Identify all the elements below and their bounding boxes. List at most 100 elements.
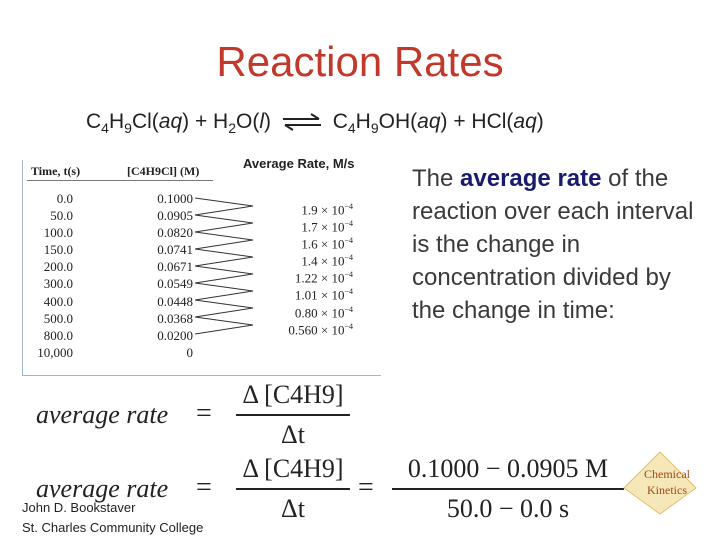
- formula-lhs: average rate: [36, 474, 169, 503]
- conc-cell: 0.0200: [157, 327, 193, 343]
- time-column: 0.0 50.0 100.0 150.0 200.0 300.0 400.0 5…: [33, 190, 73, 361]
- fraction-bar: [236, 414, 350, 416]
- time-cell: 150.0: [43, 242, 73, 258]
- eq-paren: ): [264, 110, 272, 133]
- explanation-bold: average rate: [460, 165, 602, 192]
- time-cell: 200.0: [43, 259, 73, 275]
- eq-sub: 2: [228, 120, 237, 137]
- rate-cell: 0.80 × 10−4: [253, 301, 353, 320]
- conc-cell: 0.0820: [157, 225, 193, 241]
- rate-mantissa: 1.9 × 10: [301, 202, 345, 218]
- college-credit: St. Charles Community College: [22, 520, 204, 535]
- rate-column: 1.9 × 10−4 1.7 × 10−4 1.6 × 10−4 1.4 × 1…: [253, 198, 353, 337]
- formula-lhs: average rate: [36, 400, 169, 429]
- logo-text: Chemical Kinetics: [634, 466, 700, 506]
- author-credit: John D. Bookstaver: [22, 500, 136, 515]
- time-cell: 100.0: [43, 225, 73, 241]
- rate-cell: 1.6 × 10−4: [253, 232, 353, 252]
- rate-mantissa: 1.7 × 10: [301, 219, 345, 235]
- time-cell: 500.0: [43, 310, 73, 326]
- interval-arrows-icon: [194, 197, 254, 335]
- eq-sub: 4: [347, 120, 356, 137]
- eq-hcl: ) + HCl(: [440, 110, 514, 133]
- rate-mantissa: 1.6 × 10: [301, 236, 345, 252]
- eq-state: aq: [158, 110, 183, 133]
- eq-c: C: [86, 110, 102, 133]
- equilibrium-arrow-icon: [282, 113, 321, 131]
- eq-cl: Cl(: [131, 110, 159, 133]
- rate-mantissa: 0.560 × 10: [288, 321, 345, 337]
- rate-cell: 1.7 × 10−4: [253, 215, 353, 235]
- values-numerator: 0.1000 − 0.0905 M: [407, 454, 609, 483]
- fraction-denominator: Δt: [281, 493, 305, 523]
- conc-cell: 0.0448: [157, 293, 193, 309]
- eq-sub: 4: [101, 120, 109, 137]
- eq-h: H: [108, 110, 125, 133]
- conc-cell: 0.1000: [157, 191, 193, 206]
- rate-exponent: −4: [344, 270, 353, 280]
- header-time: Time, t(s): [31, 164, 81, 178]
- formula-equals: =: [358, 472, 374, 503]
- explanation-suffix: of the reaction over each interval is th…: [412, 165, 694, 324]
- fraction-bar: [392, 488, 624, 490]
- rate-exponent: −4: [344, 219, 353, 229]
- eq-c: C: [332, 110, 348, 133]
- chemical-kinetics-logo-icon: [623, 451, 697, 515]
- concentration-column: 0.1000 0.0905 0.0820 0.0741 0.0671 0.054…: [133, 190, 193, 361]
- eq-oh: OH(: [378, 110, 418, 133]
- conc-cell: 0: [186, 344, 194, 360]
- rate-exponent: −4: [344, 304, 353, 314]
- rate-exponent: −4: [344, 202, 353, 211]
- slide-title: Reaction Rates: [216, 38, 504, 85]
- time-cell: 300.0: [43, 276, 73, 292]
- formula-equals: =: [196, 472, 212, 503]
- logo-line-2: Kinetics: [647, 483, 687, 497]
- eq-state: aq: [417, 110, 441, 133]
- conc-cell: 0.0549: [157, 276, 193, 292]
- rate-mantissa: 1.01 × 10: [294, 287, 345, 303]
- rate-cell: 0.560 × 10−4: [253, 318, 353, 337]
- rate-table: Time, t(s) [C4H9Cl] (M) Average Rate, M/…: [22, 156, 381, 376]
- fraction-numerator: Δ [C4H9]: [242, 380, 344, 409]
- rate-exponent: −4: [344, 321, 353, 331]
- explanation-text: The average rate of the reaction over ea…: [412, 162, 702, 327]
- header-concentration: [C4H9Cl] (M): [127, 164, 200, 178]
- fraction-bar: [236, 488, 350, 490]
- header-divider: [27, 180, 213, 181]
- conc-cell: 0.0905: [157, 208, 193, 224]
- rate-exponent: −4: [344, 236, 353, 246]
- conc-cell: 0.0671: [157, 259, 193, 275]
- time-cell: 50.0: [50, 208, 73, 224]
- values-denominator: 50.0 − 0.0 s: [446, 493, 570, 523]
- fraction-numerator: Δ [C4H9]: [242, 454, 344, 483]
- conc-cell: 0.0368: [157, 310, 193, 326]
- time-cell: 10,000: [37, 344, 73, 360]
- time-cell: 0.0: [56, 191, 73, 206]
- time-cell: 400.0: [43, 293, 73, 309]
- rate-cell: 1.4 × 10−4: [253, 249, 353, 269]
- rate-cell: 1.22 × 10−4: [253, 266, 353, 285]
- rate-cell: 1.01 × 10−4: [253, 283, 353, 303]
- eq-state: l: [259, 110, 265, 133]
- rate-mantissa: 1.4 × 10: [301, 253, 345, 269]
- eq-h: H: [355, 110, 371, 133]
- eq-o: O(: [236, 110, 260, 133]
- fraction-denominator: Δt: [281, 419, 305, 449]
- rate-mantissa: 0.80 × 10: [294, 304, 345, 320]
- rate-exponent: −4: [344, 253, 353, 263]
- eq-state: aq: [513, 110, 537, 133]
- reaction-equation: C4H9Cl(aq) + H2O(l) C4H9OH(aq) + HCl(aq): [86, 110, 544, 137]
- eq-water: ) + H: [182, 110, 229, 133]
- eq-sub: 9: [124, 120, 132, 137]
- header-average-rate: Average Rate, M/s: [243, 156, 355, 171]
- explanation-prefix: The: [412, 165, 461, 192]
- delta-fraction: Δ [C4H9] Δt: [236, 380, 350, 450]
- formula-equals: =: [196, 398, 212, 429]
- rate-exponent: −4: [344, 287, 353, 297]
- rate-cell: 1.9 × 10−4: [253, 198, 353, 218]
- time-cell: 800.0: [43, 327, 73, 343]
- logo-line-1: Chemical: [644, 467, 690, 481]
- values-fraction: 0.1000 − 0.0905 M 50.0 − 0.0 s: [392, 454, 624, 524]
- conc-cell: 0.0741: [157, 242, 193, 258]
- delta-fraction: Δ [C4H9] Δt: [236, 454, 350, 524]
